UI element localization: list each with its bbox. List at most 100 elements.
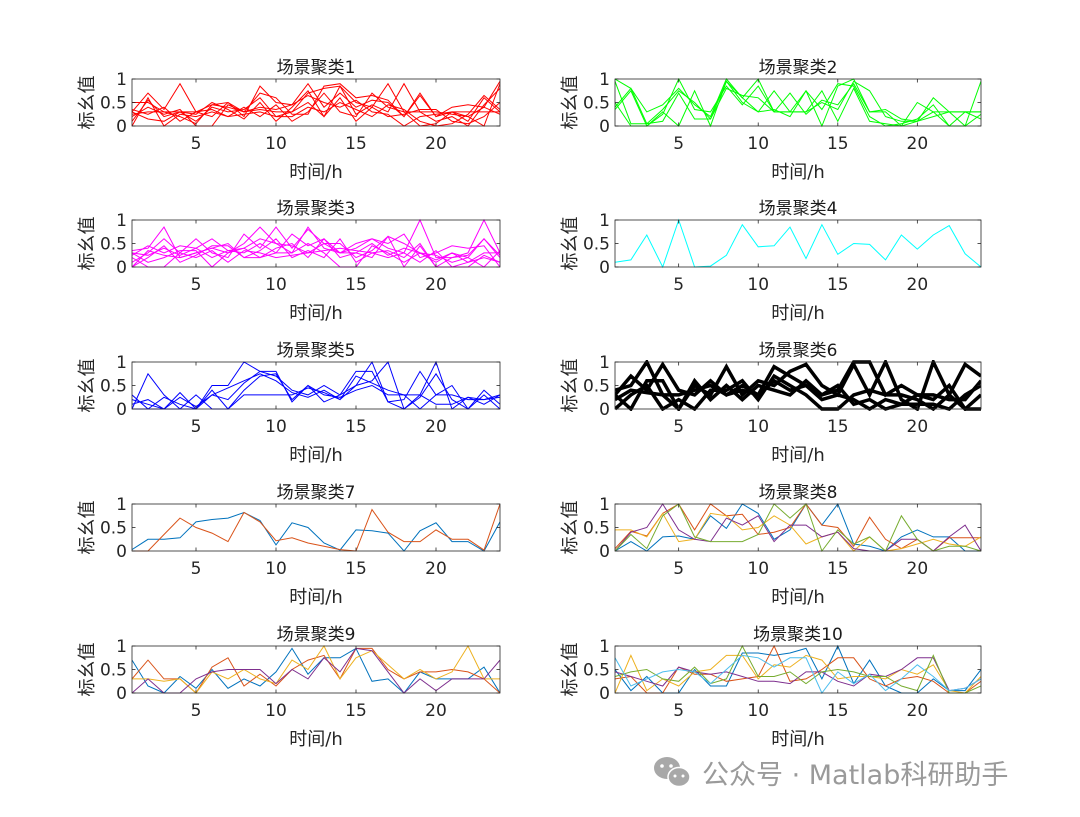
y-axis-label: 标幺值 xyxy=(77,643,98,697)
subplot-title: 场景聚类1 xyxy=(277,58,356,78)
y-tick-label: 1 xyxy=(599,353,610,373)
series-line xyxy=(615,654,981,694)
y-tick-label: 0.5 xyxy=(583,661,610,681)
x-axis-label: 时间/h xyxy=(771,729,824,750)
subplot-4: 5 10 15 20 0 0.5 1 场景聚类4 时间/h 标幺值 xyxy=(560,199,982,324)
watermark: 公众号 · Matlab科研助手 xyxy=(652,754,1009,791)
subplot-2: 5 10 15 20 0 0.5 1 场景聚类2 时间/h 标幺值 xyxy=(560,58,982,183)
x-tick-label: 10 xyxy=(265,275,287,295)
x-axis-label: 时间/h xyxy=(289,729,342,750)
y-tick-label: 0.5 xyxy=(100,661,127,681)
series-line xyxy=(132,233,500,268)
watermark-text: 公众号 · Matlab科研助手 xyxy=(702,759,1009,791)
x-tick-label: 5 xyxy=(673,134,684,154)
x-axis-label: 时间/h xyxy=(771,303,824,324)
y-tick-label: 1 xyxy=(116,353,127,373)
wechat-icon xyxy=(654,757,691,788)
series-line xyxy=(132,511,500,552)
series-line xyxy=(615,378,981,411)
x-tick-label: 10 xyxy=(265,134,287,154)
plot-lines xyxy=(615,77,981,128)
series-line xyxy=(132,647,500,694)
y-tick-label: 0 xyxy=(599,117,610,137)
x-axis-label: 时间/h xyxy=(771,445,824,466)
y-tick-label: 0.5 xyxy=(100,519,127,539)
x-tick-label: 5 xyxy=(191,417,202,437)
series-line xyxy=(132,226,500,263)
y-tick-label: 0 xyxy=(599,542,610,562)
y-axis-label: 标幺值 xyxy=(560,643,581,697)
y-tick-label: 1 xyxy=(116,70,127,90)
plot-lines xyxy=(132,81,500,127)
y-tick-label: 1 xyxy=(599,637,610,657)
series-line xyxy=(132,83,500,127)
y-axis-label: 标幺值 xyxy=(560,76,581,130)
y-axis-label: 标幺值 xyxy=(77,76,98,130)
plot-lines xyxy=(615,360,981,411)
x-tick-label: 20 xyxy=(907,559,929,579)
series-line xyxy=(132,82,500,122)
x-tick-label: 20 xyxy=(907,417,929,437)
subplot-1: 5 10 15 20 0 0.5 1 场景聚类1 时间/h 标幺值 xyxy=(77,58,501,183)
y-tick-label: 1 xyxy=(599,495,610,515)
y-axis-label: 标幺值 xyxy=(77,217,98,271)
x-tick-label: 10 xyxy=(747,701,769,721)
plot-lines xyxy=(132,644,500,694)
series-line xyxy=(132,94,500,127)
subplot-title: 场景聚类6 xyxy=(759,341,838,361)
y-tick-label: 0 xyxy=(599,400,610,420)
subplot-10: 5 10 15 20 0 0.5 1 场景聚类10 时间/h 标幺值 xyxy=(560,625,982,750)
x-tick-label: 15 xyxy=(827,417,849,437)
subplot-title: 场景聚类5 xyxy=(277,341,356,361)
series-line xyxy=(615,654,981,694)
series-line xyxy=(132,238,500,268)
y-tick-label: 0.5 xyxy=(100,235,127,255)
series-line xyxy=(132,83,500,127)
series-line xyxy=(132,503,500,552)
y-tick-label: 0 xyxy=(116,684,127,704)
y-tick-label: 1 xyxy=(599,211,610,231)
subplot-8: 5 10 15 20 0 0.5 1 场景聚类8 时间/h 标幺值 xyxy=(560,483,982,608)
y-tick-label: 0 xyxy=(599,684,610,704)
x-tick-label: 5 xyxy=(673,275,684,295)
y-tick-label: 0.5 xyxy=(583,377,610,397)
x-tick-label: 5 xyxy=(191,559,202,579)
x-tick-label: 15 xyxy=(345,275,367,295)
x-tick-label: 5 xyxy=(191,134,202,154)
y-tick-label: 0 xyxy=(599,258,610,278)
series-line xyxy=(615,503,981,553)
y-axis-label: 标幺值 xyxy=(77,359,98,413)
subplot-title: 场景聚类4 xyxy=(759,199,838,219)
x-tick-label: 20 xyxy=(425,417,447,437)
x-tick-label: 15 xyxy=(827,701,849,721)
x-axis-label: 时间/h xyxy=(289,587,342,608)
x-tick-label: 5 xyxy=(673,559,684,579)
subplot-title: 场景聚类2 xyxy=(759,58,838,78)
series-line xyxy=(132,247,500,268)
x-tick-label: 15 xyxy=(827,134,849,154)
x-tick-label: 10 xyxy=(747,134,769,154)
series-line xyxy=(132,373,500,410)
y-tick-label: 0 xyxy=(116,258,127,278)
x-tick-label: 20 xyxy=(907,275,929,295)
plot-lines xyxy=(132,360,500,410)
x-tick-label: 5 xyxy=(191,701,202,721)
x-tick-label: 15 xyxy=(345,134,367,154)
y-tick-label: 0.5 xyxy=(583,519,610,539)
x-tick-label: 20 xyxy=(425,275,447,295)
series-line xyxy=(615,644,981,694)
x-axis-label: 时间/h xyxy=(771,587,824,608)
y-tick-label: 1 xyxy=(116,495,127,515)
y-tick-label: 0 xyxy=(116,542,127,562)
plot-lines xyxy=(615,218,981,269)
x-tick-label: 5 xyxy=(673,701,684,721)
subplot-title: 场景聚类7 xyxy=(277,483,356,503)
x-tick-label: 15 xyxy=(345,417,367,437)
series-line xyxy=(132,89,500,125)
x-tick-label: 10 xyxy=(747,559,769,579)
x-tick-label: 10 xyxy=(265,417,287,437)
y-tick-label: 0 xyxy=(116,400,127,420)
y-tick-label: 1 xyxy=(599,70,610,90)
